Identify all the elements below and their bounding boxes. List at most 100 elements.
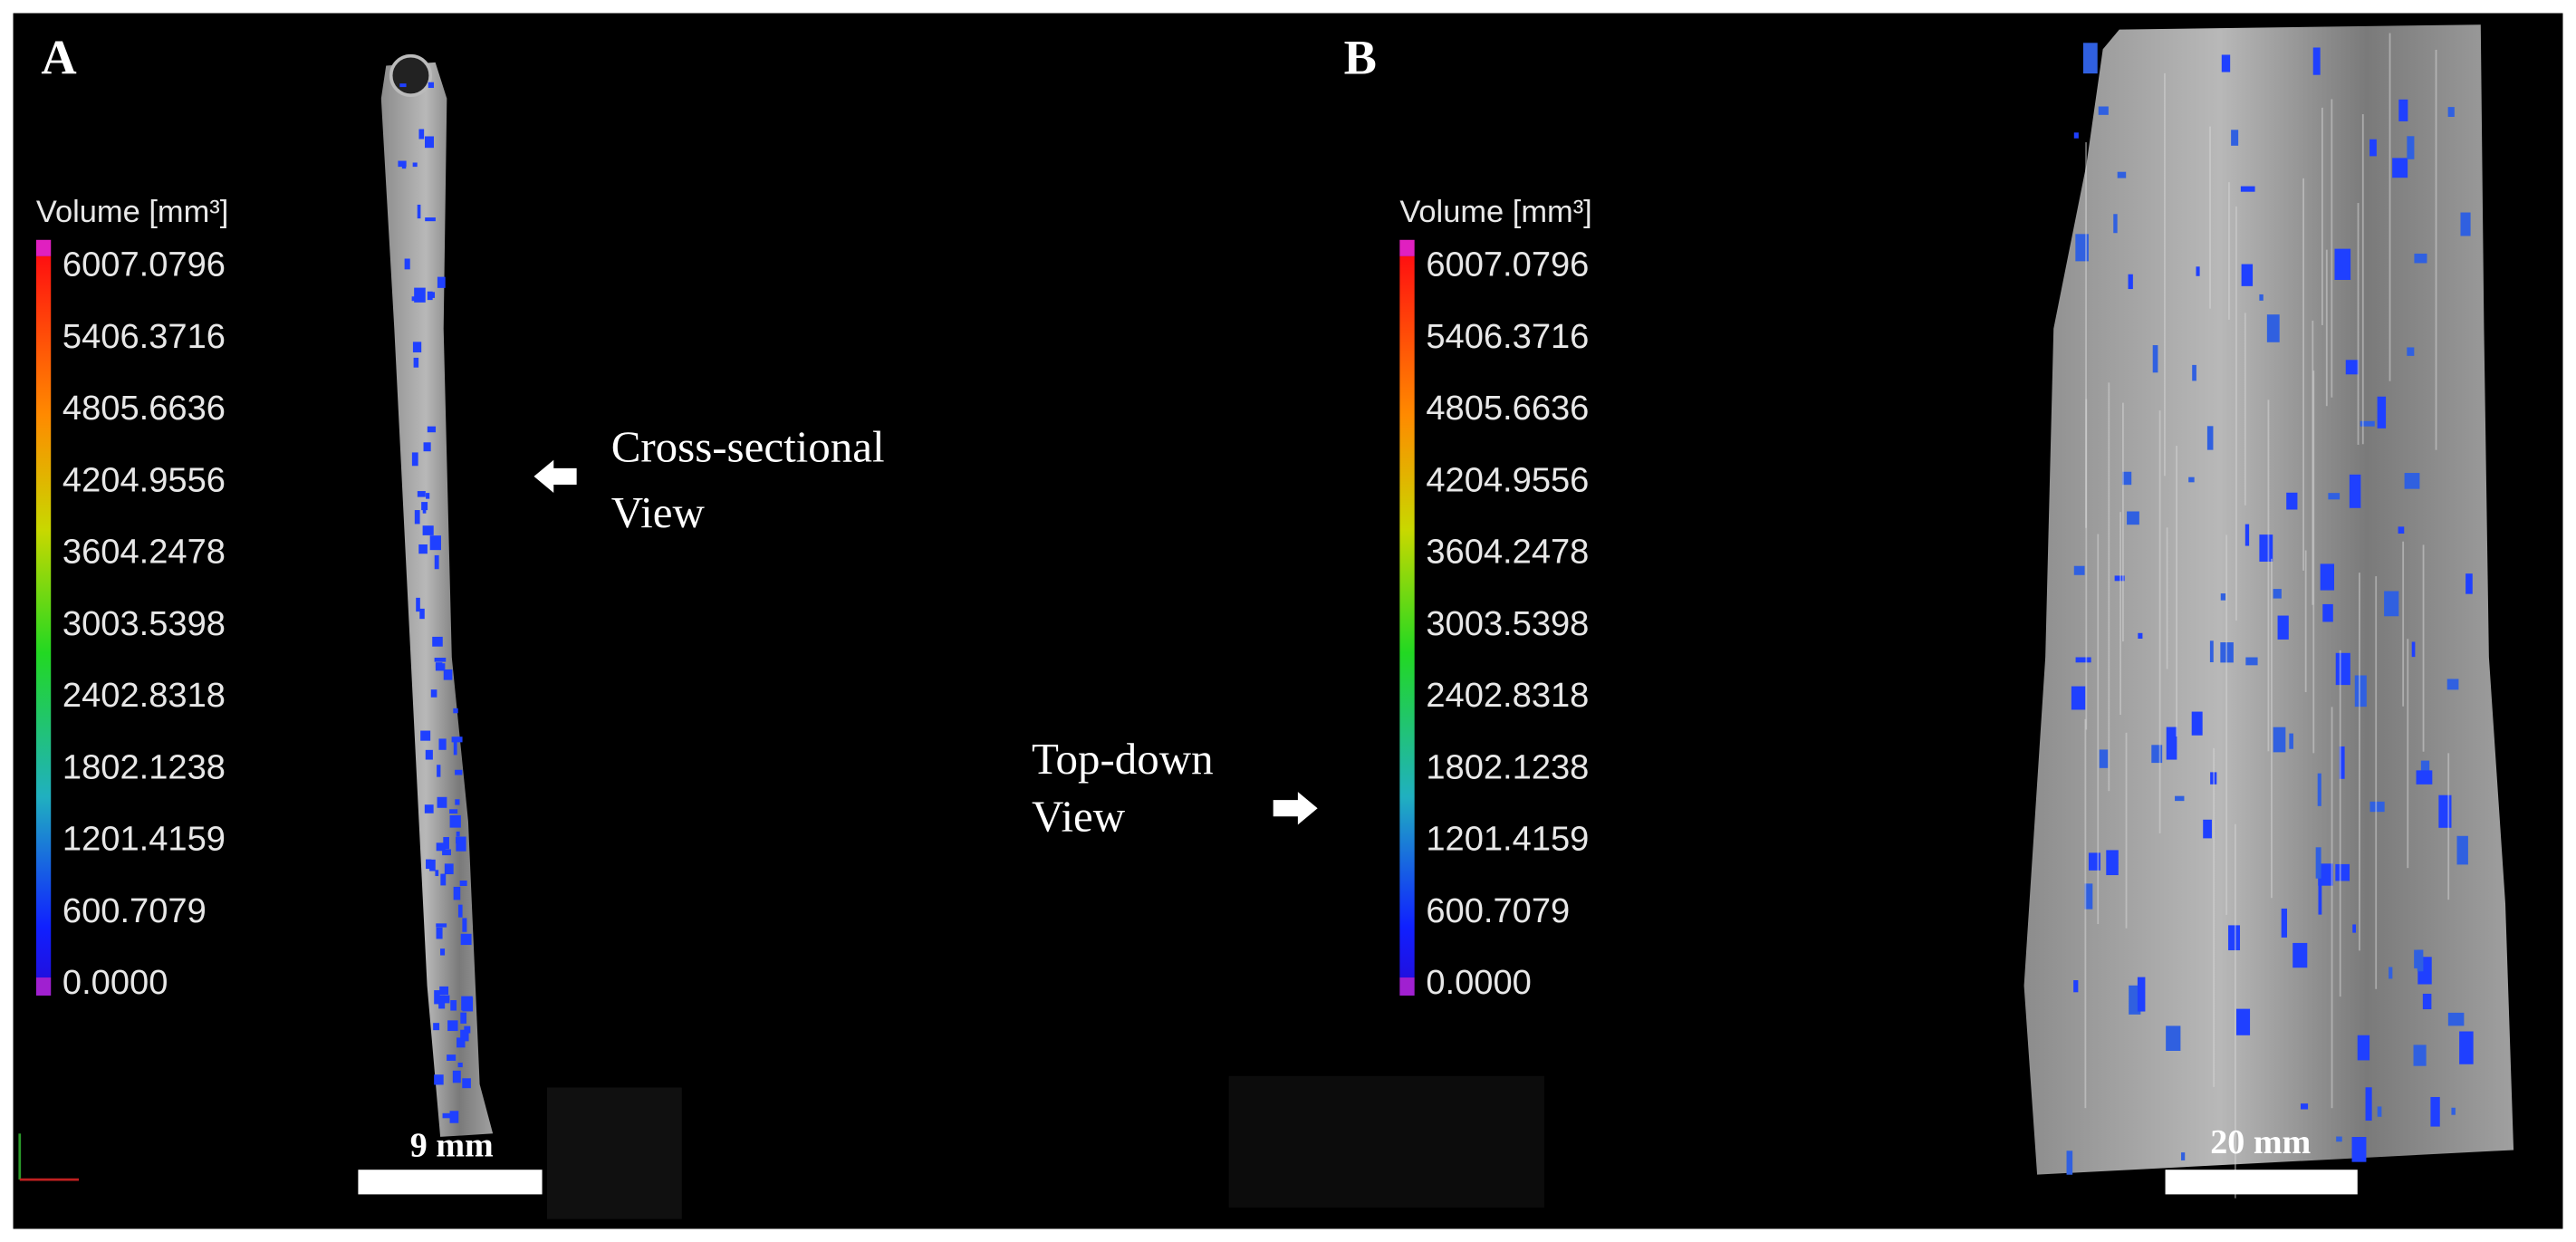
void <box>423 442 431 452</box>
void <box>2322 603 2333 622</box>
void <box>2245 657 2258 666</box>
void <box>432 636 443 647</box>
void <box>464 1025 471 1034</box>
void <box>2281 908 2288 938</box>
void <box>428 82 434 89</box>
void <box>457 904 463 918</box>
void <box>418 544 428 554</box>
void <box>2203 819 2212 839</box>
void <box>2220 593 2226 601</box>
void <box>411 452 418 467</box>
void <box>2221 54 2231 72</box>
legend-title: Volume [mm³] <box>36 195 228 229</box>
dark-patch <box>546 1087 682 1219</box>
specimen-hole <box>389 53 433 97</box>
void <box>447 1054 457 1061</box>
legend-tick-label: 1802.1238 <box>62 748 226 786</box>
void <box>2082 43 2098 74</box>
legend-tick-label: 4805.6636 <box>1426 390 1589 428</box>
void <box>2066 1151 2073 1175</box>
void <box>421 502 428 511</box>
fiber-line <box>2422 544 2425 752</box>
void <box>453 708 458 714</box>
void <box>453 886 461 900</box>
void <box>2339 265 2343 272</box>
void <box>2335 652 2350 686</box>
void <box>414 510 420 525</box>
void <box>2127 511 2139 525</box>
void <box>2152 345 2158 373</box>
void <box>422 525 434 535</box>
legend-cap <box>35 239 52 256</box>
void <box>2231 130 2239 146</box>
fiber-line <box>2176 446 2177 737</box>
void <box>2420 760 2430 776</box>
fiber-line <box>2339 650 2341 997</box>
legend-tick-label: 3604.2478 <box>1426 534 1589 572</box>
void <box>435 663 446 671</box>
void <box>2318 863 2333 886</box>
void <box>424 804 434 814</box>
void <box>449 814 461 828</box>
fiber-line <box>2119 512 2121 716</box>
void <box>443 836 449 850</box>
void <box>2446 679 2459 690</box>
void <box>460 1012 467 1024</box>
void <box>2404 473 2420 489</box>
void <box>2447 1012 2465 1026</box>
void <box>438 738 447 750</box>
void <box>2398 526 2405 534</box>
void <box>2460 212 2471 236</box>
void <box>2273 727 2286 753</box>
void <box>2084 883 2093 910</box>
void <box>437 765 441 777</box>
void <box>2181 1152 2186 1160</box>
void <box>459 881 467 887</box>
void <box>2465 573 2473 594</box>
void <box>434 990 440 1005</box>
legend-tick-label: 5406.3716 <box>1426 318 1589 356</box>
void <box>2398 99 2408 121</box>
legend-tick-label: 2402.8318 <box>1426 677 1589 715</box>
void <box>404 258 410 270</box>
void <box>2334 248 2351 280</box>
annotation: View <box>1032 792 1126 842</box>
void <box>2241 264 2254 286</box>
fiber-line <box>2158 410 2161 833</box>
void <box>429 535 441 551</box>
void <box>426 859 432 870</box>
void <box>2416 770 2433 785</box>
void <box>2414 253 2427 264</box>
void <box>2175 795 2185 802</box>
void <box>2113 214 2118 234</box>
void <box>2451 1107 2456 1115</box>
void <box>429 859 436 871</box>
fiber-line <box>2361 114 2364 445</box>
void <box>2447 107 2455 117</box>
void <box>2166 1025 2181 1051</box>
void <box>2413 1045 2427 1066</box>
void <box>401 165 407 169</box>
void <box>442 849 451 856</box>
void <box>425 749 433 760</box>
fiber-line <box>2234 823 2236 1199</box>
void <box>440 948 446 956</box>
void <box>411 296 422 302</box>
void <box>452 1070 461 1083</box>
fiber-line <box>2359 573 2360 951</box>
void <box>2349 474 2361 508</box>
void <box>2196 266 2200 276</box>
void <box>439 986 449 996</box>
void <box>416 597 420 612</box>
void <box>2377 1106 2382 1117</box>
void <box>2352 924 2357 933</box>
void <box>2273 589 2282 599</box>
void <box>427 291 433 301</box>
void <box>455 799 460 805</box>
fiber-line <box>2325 249 2328 407</box>
void <box>2392 158 2408 178</box>
void <box>2259 294 2264 301</box>
void <box>436 842 446 852</box>
